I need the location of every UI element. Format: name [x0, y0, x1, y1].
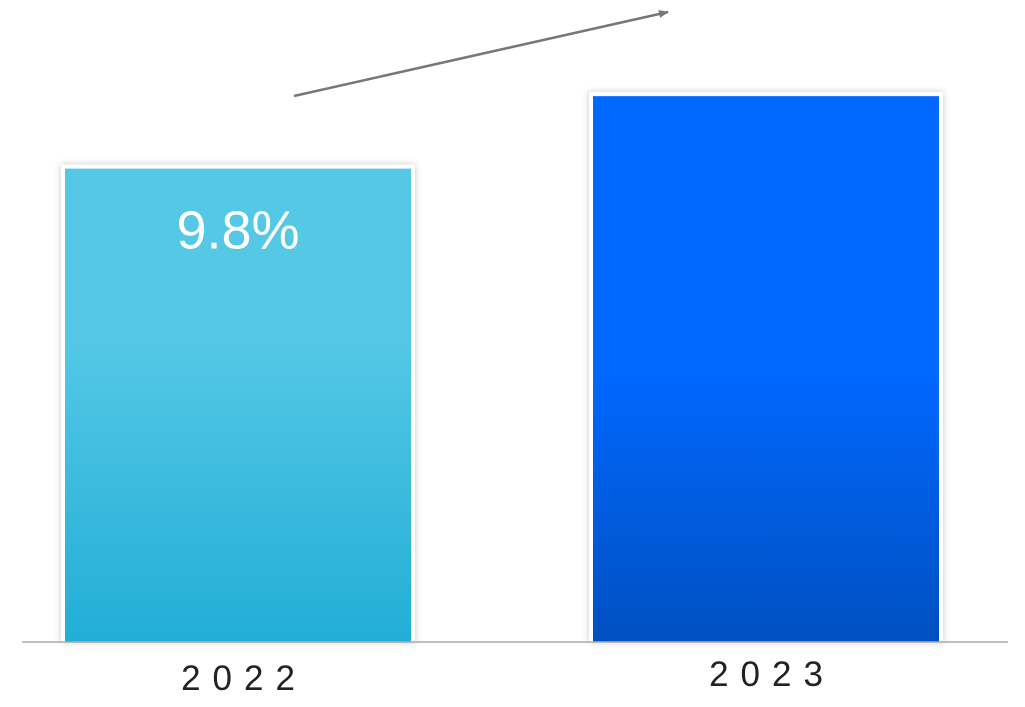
bar-2023 — [593, 96, 939, 643]
data-label-2022: 9.8% — [176, 201, 299, 261]
category-label-2023: 2023 — [709, 655, 835, 694]
bar-2022 — [65, 168, 411, 642]
bars-layer — [61, 92, 943, 643]
trend-arrow — [293, 10, 669, 98]
category-label-2022: 2022 — [181, 659, 307, 698]
labels-layer: 9.8% 2022 2023 — [176, 201, 835, 698]
